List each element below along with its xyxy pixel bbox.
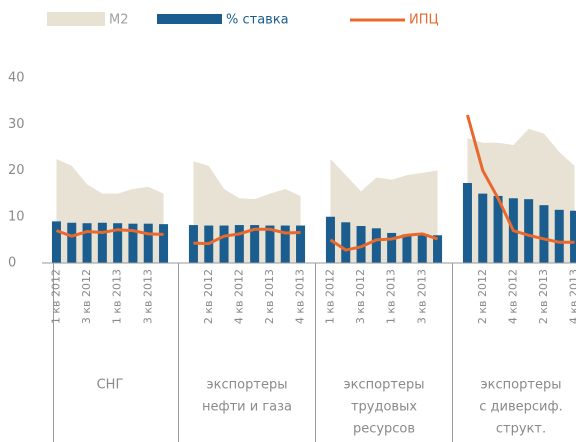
bar — [433, 235, 443, 263]
bar — [280, 225, 290, 263]
y-tick-label: 20 — [8, 163, 25, 178]
bar — [341, 222, 351, 263]
bar — [570, 210, 576, 263]
bar — [250, 225, 260, 263]
x-tick-label: 4 кв 2013 — [294, 269, 307, 324]
bar — [296, 225, 306, 263]
cpi-line — [329, 232, 439, 252]
group-label: трудовых — [351, 400, 417, 415]
bar — [143, 223, 153, 263]
bar — [234, 225, 244, 263]
x-tick-label: 1 кв 2012 — [49, 269, 62, 324]
legend-label: % ставка — [226, 13, 289, 28]
bar — [67, 222, 77, 263]
bar — [82, 223, 92, 263]
bar — [554, 209, 564, 263]
legend-swatch — [157, 14, 222, 24]
group-label: с диверсиф. — [479, 400, 562, 415]
bar — [265, 225, 275, 263]
bar — [417, 234, 427, 263]
bar — [51, 221, 61, 263]
bar — [219, 225, 229, 263]
x-tick-label: 1 кв 2013 — [385, 269, 398, 324]
bar — [356, 226, 366, 263]
group-label: экспортеры — [344, 378, 425, 393]
cpi-line — [193, 227, 301, 246]
group-label: экспортеры — [481, 378, 562, 393]
legend-swatch — [47, 12, 105, 26]
y-tick-label: 10 — [8, 209, 25, 224]
bar — [493, 195, 503, 263]
x-tick-label: 4 кв 2012 — [232, 269, 245, 324]
x-tick-label: 4 кв 2013 — [568, 269, 576, 324]
bar — [524, 199, 534, 263]
bar — [462, 182, 472, 263]
bar — [402, 234, 412, 263]
x-tick-label: 3 кв 2012 — [80, 269, 93, 324]
group-label: СНГ — [97, 378, 124, 393]
x-tick-label: 3 кв 2013 — [415, 269, 428, 324]
bar — [97, 222, 107, 263]
bar — [371, 228, 381, 263]
bar — [128, 223, 138, 263]
group-label: нефти и газа — [202, 400, 292, 415]
legend-label: ИПЦ — [409, 13, 439, 28]
bar — [387, 232, 397, 263]
legend-label: M2 — [109, 13, 129, 28]
group-label: ресурсов — [353, 422, 415, 437]
y-tick-label: 30 — [8, 117, 25, 132]
bar — [539, 205, 549, 263]
x-tick-label: 1 кв 2012 — [323, 269, 336, 324]
cpi-line — [55, 228, 164, 238]
y-tick-label: 40 — [8, 71, 25, 86]
group-label: экспортеры — [207, 378, 288, 393]
cpi-line — [466, 114, 575, 244]
x-tick-label: 3 кв 2012 — [354, 269, 367, 324]
x-tick-label: 4 кв 2012 — [506, 269, 519, 324]
bar — [113, 223, 123, 263]
x-tick-label: 2 кв 2013 — [263, 269, 276, 324]
bar — [159, 224, 169, 263]
x-tick-label: 3 кв 2013 — [141, 269, 154, 324]
y-tick-label: 0 — [8, 256, 16, 271]
group-label: структ. — [496, 422, 546, 437]
x-tick-label: 2 кв 2012 — [476, 269, 489, 324]
x-tick-label: 1 кв 2013 — [111, 269, 124, 324]
x-tick-label: 2 кв 2013 — [537, 269, 550, 324]
x-tick-label: 2 кв 2012 — [202, 269, 215, 324]
bar — [478, 193, 488, 263]
